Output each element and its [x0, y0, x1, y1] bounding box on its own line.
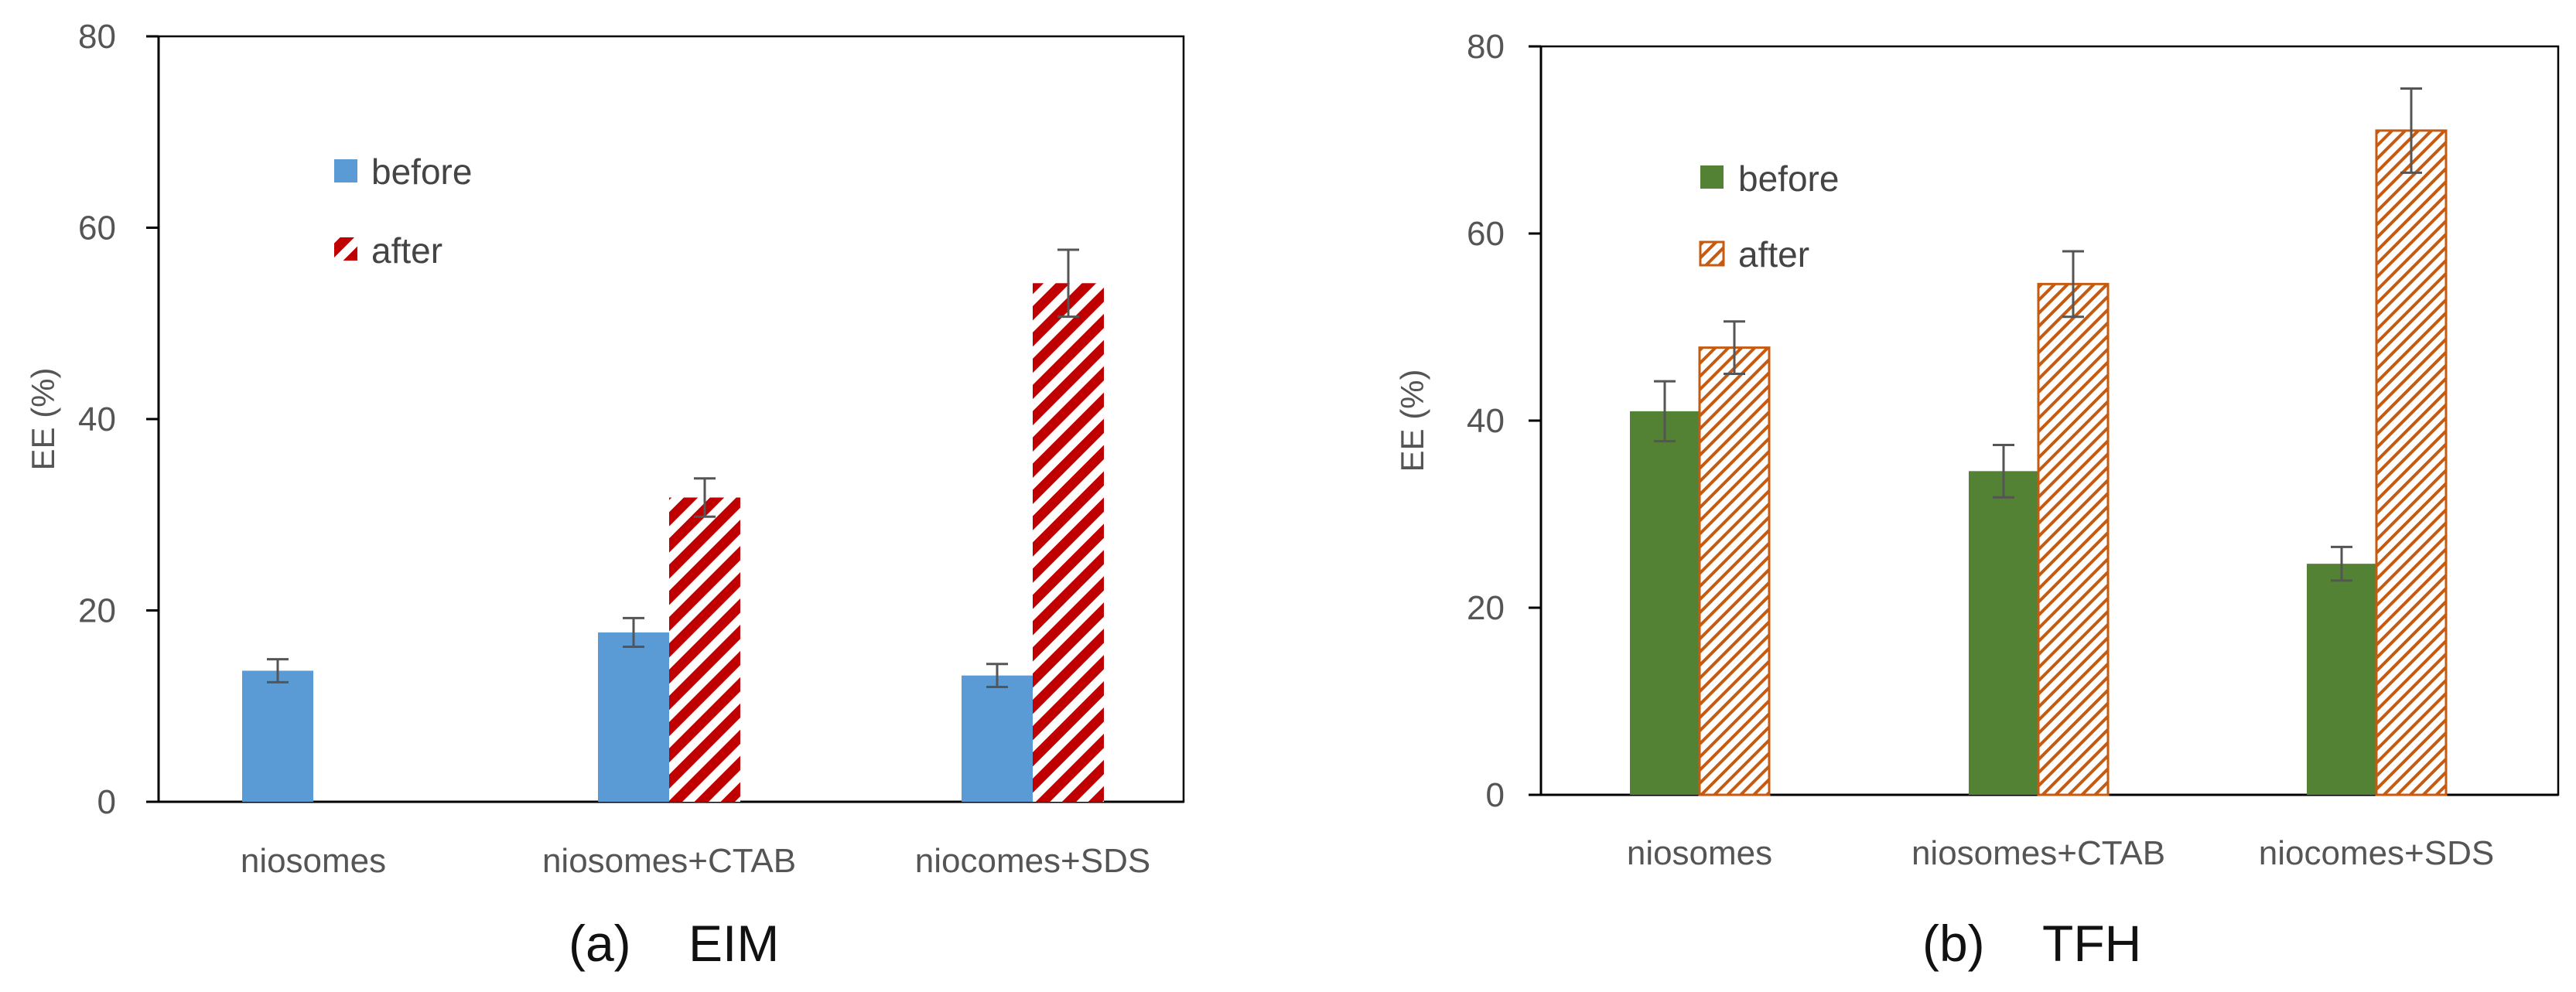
bar-after-3: [2375, 129, 2448, 796]
y-tick-label: 0: [97, 783, 116, 821]
panel-caption: (b) TFH: [1922, 915, 2141, 972]
y-tick-label: 20: [78, 592, 116, 630]
bars: [1630, 129, 2448, 796]
panel-b-chart: 0 20 40 60 80 niosomes niosomes+CTAB niocomes+…: [1394, 28, 2560, 972]
error-bar-before-3: [2331, 545, 2352, 582]
bar-after-2: [2037, 282, 2110, 796]
y-tick-label: 60: [78, 210, 116, 247]
legend-label-before: before: [371, 152, 472, 192]
panel-label: (a): [569, 915, 631, 972]
y-tick-label: 40: [78, 401, 116, 438]
error-bar-after-3: [2400, 87, 2422, 174]
bars: [242, 283, 1104, 802]
y-ticks: 0 20 40 60 80: [1467, 28, 1541, 814]
x-tick-label: niosomes+CTAB: [542, 842, 796, 880]
legend-swatch-after: [334, 237, 357, 261]
error-bar-after-3: [1057, 248, 1079, 319]
y-tick-label: 0: [1486, 776, 1505, 814]
panel-a-chart: 0 20 40 60 80 niosomes niosomes+CTAB niocomes+…: [25, 18, 1185, 972]
error-bar-after-2: [2062, 250, 2084, 319]
legend: before after: [1699, 159, 1839, 274]
bar-before-3: [962, 675, 1033, 802]
legend-swatch-before: [334, 159, 357, 182]
x-tick-label: niosomes+CTAB: [1912, 834, 2165, 872]
legend-swatch-after: [1699, 240, 1725, 267]
bar-after-3: [1033, 283, 1104, 802]
panel-label: (b): [1922, 915, 1985, 972]
x-tick-label: niocomes+SDS: [2259, 834, 2494, 872]
y-tick-label: 20: [1467, 589, 1505, 627]
bar-before-1: [242, 670, 313, 802]
y-tick-label: 80: [1467, 28, 1505, 66]
y-tick-label: 80: [78, 18, 116, 56]
chart-title: TFH: [2042, 915, 2141, 972]
y-ticks: 0 20 40 60 80: [78, 18, 159, 821]
chart-title: EIM: [688, 915, 779, 972]
y-tick-label: 40: [1467, 402, 1505, 440]
y-tick-label: 60: [1467, 215, 1505, 253]
bar-before-2: [1969, 471, 2038, 795]
legend-label-after: after: [371, 230, 442, 271]
x-tick-labels: niosomes niosomes+CTAB niocomes+SDS: [241, 842, 1150, 880]
error-bar-after-2: [694, 477, 716, 518]
bar-after-2: [669, 497, 740, 802]
y-axis-label: EE (%): [1394, 369, 1430, 472]
panel-caption: (a) EIM: [569, 915, 779, 972]
x-tick-labels: niosomes niosomes+CTAB niocomes+SDS: [1627, 834, 2494, 872]
bar-before-2: [598, 632, 669, 802]
legend-label-before: before: [1738, 159, 1839, 199]
error-bar-after-1: [1724, 320, 1745, 375]
x-tick-label: niosomes: [1627, 834, 1772, 872]
error-bar-before-2: [1993, 443, 2014, 499]
error-bar-before-2: [623, 616, 644, 649]
legend-label-after: after: [1738, 234, 1809, 274]
y-axis-label: EE (%): [25, 367, 61, 470]
error-bars: [267, 248, 1079, 688]
error-bar-before-3: [986, 663, 1008, 688]
bar-before-1: [1630, 411, 1700, 795]
bar-before-3: [2307, 564, 2376, 795]
x-tick-label: niosomes: [241, 842, 386, 880]
legend: before after: [334, 152, 472, 271]
error-bars: [1654, 87, 2422, 582]
bar-after-1: [1698, 346, 1771, 796]
x-tick-label: niocomes+SDS: [915, 842, 1150, 880]
legend-swatch-before: [1700, 165, 1724, 189]
error-bar-before-1: [1654, 380, 1676, 443]
error-bar-before-1: [267, 658, 289, 683]
